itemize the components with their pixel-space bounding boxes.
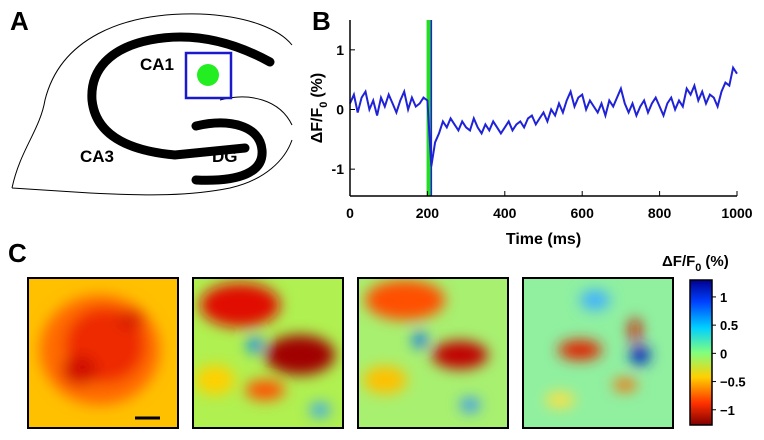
heatmap <box>358 278 508 428</box>
y-tick-label: 0 <box>336 101 344 117</box>
heatmap <box>193 278 343 428</box>
label-sub: 0 <box>318 102 330 108</box>
x-tick-label: 600 <box>571 205 595 221</box>
y-tick-label: -1 <box>332 161 345 177</box>
colorbar-tick-label: 1 <box>720 290 727 305</box>
hippocampus-diagram <box>11 13 293 196</box>
region-label: CA3 <box>80 147 114 166</box>
heatmap <box>28 278 178 428</box>
x-tick-label: 200 <box>416 205 440 221</box>
label-unit: (%) <box>705 253 728 270</box>
x-tick-label: 400 <box>493 205 517 221</box>
panel-label: C <box>8 238 27 268</box>
label-sub: 0 <box>695 262 701 274</box>
colorbar-title: ΔF/F0 (%) <box>662 253 729 274</box>
colorbar-tick-label: 0.5 <box>720 318 738 333</box>
label-main: ΔF/F <box>662 253 695 270</box>
label-unit: (%) <box>309 73 326 98</box>
label-main: ΔF/F <box>309 108 326 144</box>
colorbar <box>689 279 713 426</box>
panel-label: B <box>312 6 331 36</box>
heatmap-frames <box>27 277 674 429</box>
region-label: DG <box>212 147 238 166</box>
x-tick-label: 0 <box>346 205 354 221</box>
y-tick-label: 1 <box>336 42 344 58</box>
region-label: CA1 <box>140 55 174 74</box>
y-axis-label: ΔF/F0 (%) <box>309 73 330 144</box>
x-axis-label: Time (ms) <box>506 231 581 248</box>
panel-label: A <box>10 6 29 36</box>
colorbar-tick-label: 0 <box>720 346 727 361</box>
trace <box>349 65 738 167</box>
colorbar-tick-label: −1 <box>720 403 735 418</box>
heatmap <box>523 278 673 428</box>
x-tick-label: 1000 <box>721 205 752 221</box>
x-tick-label: 800 <box>648 205 672 221</box>
colorbar-tick-label: −0.5 <box>720 375 746 390</box>
